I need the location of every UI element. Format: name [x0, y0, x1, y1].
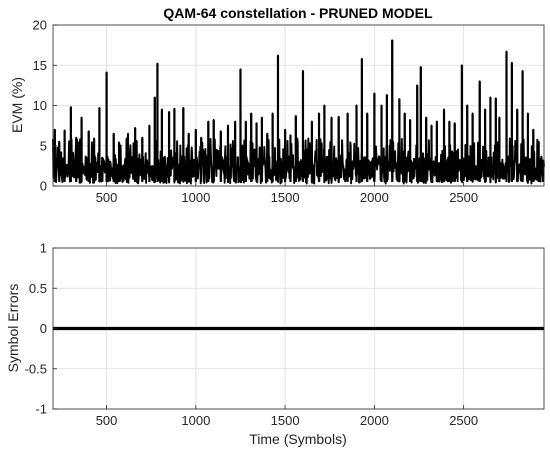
evm-x-tick-label: 1500	[271, 190, 300, 205]
evm-x-tick-label: 1000	[181, 190, 210, 205]
evm-ticks: 500 1000 1500 2000 2500 0 5 10 15 20	[33, 18, 479, 206]
symbol-errors-ticks: 500 1000 1500 2000 2500 -1 -0.5 0 0.5 1	[25, 241, 479, 429]
evm-y-tick-label: 10	[33, 98, 47, 113]
symbol-errors-y-tick-label: 0.5	[29, 281, 47, 296]
evm-y-axis-label: EVM (%)	[9, 77, 25, 133]
symbol-errors-y-tick-label: 0	[40, 321, 47, 336]
evm-y-tick-label: 15	[33, 58, 47, 73]
symbol-errors-y-tick-label: -0.5	[25, 361, 47, 376]
symbol-errors-x-tick-label: 1000	[181, 413, 210, 428]
symbol-errors-y-axis-label: Symbol Errors	[5, 284, 21, 373]
evm-y-tick-label: 0	[40, 179, 47, 194]
evm-y-tick-label: 5	[40, 138, 47, 153]
evm-axes: QAM-64 constellation - PRUNED MODEL 500 1…	[9, 5, 545, 206]
symbol-errors-axes: 500 1000 1500 2000 2500 -1 -0.5 0 0.5 1 Symbol Er…	[5, 241, 545, 447]
evm-x-tick-label: 2500	[449, 190, 478, 205]
evm-x-tick-label: 500	[96, 190, 118, 205]
symbol-errors-y-tick-label: 1	[40, 241, 47, 256]
evm-chart-title: QAM-64 constellation - PRUNED MODEL	[163, 5, 433, 21]
time-x-axis-label: Time (Symbols)	[249, 431, 347, 447]
evm-y-tick-label: 20	[33, 18, 47, 33]
symbol-errors-y-tick-label: -1	[35, 402, 47, 417]
symbol-errors-x-tick-label: 500	[96, 413, 118, 428]
evm-x-tick-label: 2000	[360, 190, 389, 205]
evm-series	[52, 39, 545, 185]
symbol-errors-x-tick-label: 2500	[449, 413, 478, 428]
symbol-errors-x-tick-label: 2000	[360, 413, 389, 428]
symbol-errors-x-tick-label: 1500	[271, 413, 300, 428]
